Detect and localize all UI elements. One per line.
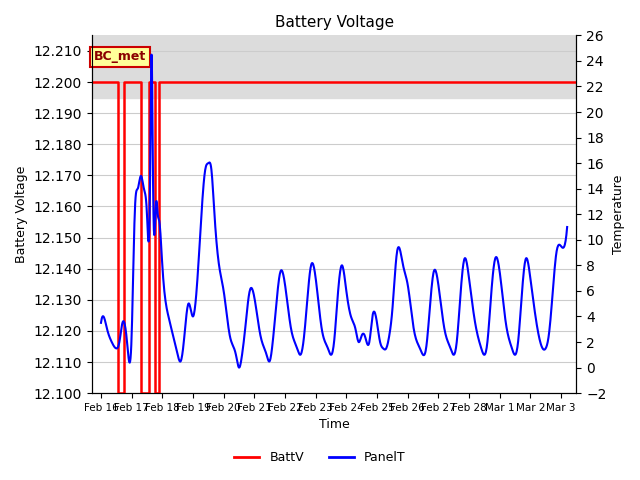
Legend: BattV, PanelT: BattV, PanelT [229, 446, 411, 469]
Y-axis label: Battery Voltage: Battery Voltage [15, 166, 28, 263]
Bar [92, 36, 577, 97]
Y-axis label: Temperature: Temperature [612, 175, 625, 254]
X-axis label: Time: Time [319, 419, 349, 432]
Text: BC_met: BC_met [94, 50, 147, 63]
Title: Battery Voltage: Battery Voltage [275, 15, 394, 30]
